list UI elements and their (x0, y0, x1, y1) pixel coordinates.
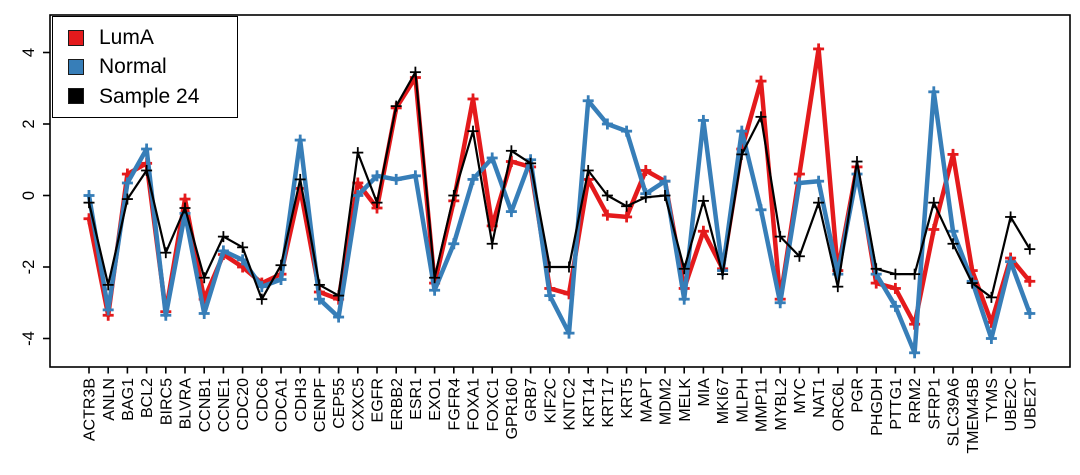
x-tick-label-mlph: MLPH (734, 378, 751, 422)
normal-series-line (86, 89, 1033, 356)
x-tick-label-orc6l: ORC6L (830, 378, 847, 431)
x-tick-label-mia: MIA (696, 378, 713, 407)
x-tick-label-melk: MELK (677, 378, 694, 422)
x-tick-label-myc: MYC (792, 378, 809, 414)
x-tick-label-cdc20: CDC20 (235, 378, 252, 431)
x-tick-label-kntc2: KNTC2 (562, 378, 579, 431)
luma-legend-label: LumA (99, 26, 154, 50)
x-tick-label-ube2c: UBE2C (1003, 378, 1020, 431)
x-tick-label-bcl2: BCL2 (139, 378, 156, 418)
x-tick-label-nat1: NAT1 (811, 378, 828, 418)
x-tick-label-foxa1: FOXA1 (466, 378, 483, 431)
y-tick-label: -4 (20, 331, 38, 346)
x-tick-label-kif2c: KIF2C (542, 378, 559, 423)
x-tick-label-blvra: BLVRA (178, 378, 195, 430)
y-tick-label: -2 (20, 260, 38, 275)
x-tick-label-mki67: MKI67 (715, 378, 732, 424)
x-tick-label-bag1: BAG1 (120, 378, 137, 421)
x-tick-label-cep55: CEP55 (331, 378, 348, 429)
luma-legend-swatch (68, 29, 84, 46)
chart-legend: LumA Normal Sample 24 (52, 16, 238, 118)
sample-24-series-line (87, 71, 1031, 301)
x-tick-label-egfr: EGFR (370, 378, 387, 422)
x-tick-label-actr3b: ACTR3B (82, 378, 99, 441)
x-tick-label-pttg1: PTTG1 (888, 378, 905, 430)
y-tick-label: 2 (20, 119, 38, 128)
x-tick-label-cdca1: CDCA1 (274, 378, 291, 432)
y-tick-label: 4 (20, 48, 38, 57)
x-tick-label-pgr: PGR (850, 378, 867, 413)
x-tick-label-ccnb1: CCNB1 (197, 378, 214, 432)
x-tick-label-birc5: BIRC5 (158, 378, 175, 425)
x-tick-label-ccne1: CCNE1 (216, 378, 233, 432)
x-tick-label-gpr160: GPR160 (504, 378, 521, 439)
x-tick-label-cenpf: CENPF (312, 378, 329, 432)
x-tick-label-mapt: MAPT (638, 378, 655, 423)
x-tick-label-tyms: TYMS (984, 378, 1001, 422)
x-tick-label-foxc1: FOXC1 (485, 378, 502, 431)
x-tick-label-slc39a6: SLC39A6 (946, 378, 963, 447)
x-tick-label-cdh3: CDH3 (293, 378, 310, 422)
normal-legend-label: Normal (99, 55, 167, 79)
sample-24-legend-swatch (68, 88, 84, 105)
x-tick-label-tmem45b: TMEM45B (965, 378, 982, 454)
x-tick-label-rrm2: RRM2 (907, 378, 924, 423)
x-tick-label-exo1: EXO1 (427, 378, 444, 421)
x-tick-label-ube2t: UBE2T (1022, 378, 1039, 430)
x-tick-label-cxxc5: CXXC5 (350, 378, 367, 431)
legend-item-sample-24: Sample 24 (68, 85, 237, 107)
x-tick-label-mmp11: MMP11 (754, 378, 771, 432)
x-axis: ACTR3B ANLN BAG1 BCL2 BIRC5 BLVRA CCNB1 CCNE1 CD… (82, 367, 1039, 454)
x-tick-label-esr1: ESR1 (408, 378, 425, 420)
x-tick-label-fgfr4: FGFR4 (446, 378, 463, 431)
legend-item-luma: LumA (68, 27, 237, 49)
x-tick-label-krt5: KRT5 (619, 378, 636, 419)
x-tick-label-mybl2: MYBL2 (773, 378, 790, 431)
sample-24-legend-label: Sample 24 (99, 84, 200, 108)
x-tick-label-cdc6: CDC6 (254, 378, 271, 422)
sample-24-series-markers (83, 66, 1036, 305)
normal-legend-swatch (68, 58, 84, 75)
x-tick-label-krt17: KRT17 (600, 378, 617, 428)
x-tick-label-sfrp1: SFRP1 (926, 378, 943, 430)
y-axis: -4 -2 0 2 4 (20, 48, 50, 346)
x-tick-label-krt14: KRT14 (581, 378, 598, 428)
x-tick-label-mdm2: MDM2 (658, 378, 675, 425)
x-tick-label-anln: ANLN (101, 378, 118, 421)
y-tick-label: 0 (20, 191, 38, 200)
x-tick-label-phgdh: PHGDH (869, 378, 886, 436)
x-tick-label-grb7: GRB7 (523, 378, 540, 422)
x-tick-label-erbb2: ERBB2 (389, 378, 406, 431)
legend-item-normal: Normal (68, 56, 237, 78)
plot-border-box (49, 14, 1071, 368)
